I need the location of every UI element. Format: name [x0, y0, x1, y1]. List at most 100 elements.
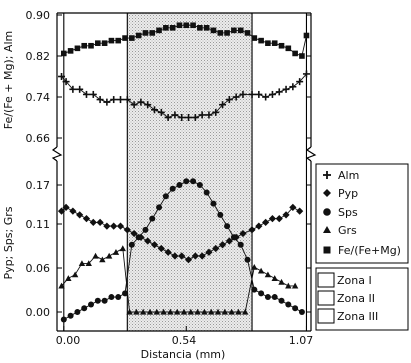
data-point: [169, 25, 176, 31]
data-point: [139, 308, 147, 315]
x-tick-labels: 0.00 0.54 1.07: [56, 334, 314, 347]
data-point: [201, 308, 208, 315]
data-point: [264, 271, 272, 278]
data-point: [224, 30, 230, 36]
legend-item-zona-iii: Zona III: [317, 308, 378, 324]
data-point: [122, 35, 128, 41]
data-point: [180, 308, 188, 315]
x-tick-label: 0.54: [172, 334, 197, 347]
data-point: [71, 271, 79, 278]
data-point: [302, 70, 310, 78]
top-y-axis-title: Fe/(Fe + Mg); Alm: [2, 31, 15, 129]
data-point: [62, 203, 70, 212]
data-point: [176, 182, 183, 188]
zone-swatch: [317, 272, 335, 288]
data-point: [298, 309, 305, 315]
legend-label-pyp: Pyp: [338, 187, 358, 200]
data-point: [217, 30, 224, 36]
y-tick-label: 0.66: [26, 132, 51, 145]
y-tick-label: 0.17: [26, 179, 51, 192]
data-point: [198, 111, 206, 119]
data-point: [251, 286, 258, 293]
data-point: [103, 98, 111, 106]
data-point: [184, 256, 193, 264]
data-point: [110, 222, 118, 230]
y-tick-label: 0.82: [26, 50, 51, 63]
zone-swatch: [317, 290, 335, 306]
data-point: [76, 85, 84, 93]
data-point: [231, 27, 237, 34]
x-tick-label: 0.00: [56, 334, 81, 347]
top-y-tick-labels: 0.90 0.82 0.74 0.66: [26, 9, 51, 145]
data-point: [126, 308, 133, 315]
legend-label-grs: Grs: [338, 224, 357, 237]
data-point: [264, 294, 271, 301]
data-point: [296, 78, 304, 86]
data-point: [156, 204, 163, 211]
data-point: [162, 193, 169, 200]
data-point: [191, 252, 199, 260]
data-point: [62, 78, 70, 86]
data-point: [92, 252, 99, 259]
data-point: [123, 96, 131, 104]
data-point: [255, 90, 263, 98]
data-point: [60, 316, 67, 323]
data-point: [112, 249, 120, 255]
data-point: [244, 30, 251, 36]
data-point: [258, 290, 265, 297]
series-layer: [57, 22, 310, 323]
legend-label-zona-i: Zona I: [337, 274, 372, 287]
data-point: [232, 93, 240, 101]
data-point: [292, 50, 298, 57]
y-tick-label: 0.90: [26, 9, 51, 22]
data-point: [224, 223, 231, 230]
data-point: [115, 37, 122, 44]
data-point: [89, 218, 97, 226]
data-point: [268, 90, 276, 98]
data-point: [67, 48, 74, 54]
data-point: [291, 282, 299, 289]
data-point: [105, 252, 113, 259]
data-point: [212, 244, 220, 253]
data-point: [285, 282, 292, 289]
data-point: [76, 211, 84, 219]
plot-frames: [56, 12, 312, 332]
data-point: [144, 101, 152, 109]
data-point: [262, 93, 270, 101]
data-point: [183, 178, 190, 185]
data-point: [190, 178, 197, 185]
data-point: [78, 260, 86, 267]
data-point: [108, 294, 115, 301]
data-point: [144, 237, 152, 245]
data-point: [196, 182, 203, 188]
data-point: [146, 308, 154, 315]
axis-ticks: [57, 14, 311, 331]
data-point: [96, 218, 104, 226]
data-point: [160, 308, 167, 315]
legend-item-sps: Sps: [323, 206, 358, 219]
data-point: [150, 241, 159, 249]
bottom-y-axis-title: Pyp; Sps; Grs: [2, 206, 15, 279]
legend-label-zona-ii: Zona II: [337, 292, 375, 305]
data-point: [203, 25, 210, 31]
series-legend: Alm Pyp Sps Grs Fe/(Fe+Mg): [315, 163, 409, 264]
data-point: [191, 114, 199, 121]
legend-label-fe-ratio: Fe/(Fe+Mg): [338, 244, 401, 257]
data-point: [271, 275, 278, 281]
data-point: [142, 226, 149, 233]
data-point: [94, 297, 101, 304]
data-point: [156, 27, 162, 34]
data-point: [194, 308, 201, 315]
data-point: [82, 215, 91, 223]
data-point: [219, 101, 227, 109]
data-point: [296, 207, 304, 215]
data-point: [205, 111, 213, 119]
data-point: [130, 229, 138, 238]
diamond-marker-icon: [323, 189, 331, 197]
data-point: [128, 241, 135, 248]
data-point: [239, 229, 247, 238]
data-point: [225, 237, 233, 245]
legend-item-pyp: Pyp: [323, 187, 358, 200]
zone-ii-shading: [127, 13, 253, 331]
y-tick-label: 0.00: [26, 306, 51, 319]
